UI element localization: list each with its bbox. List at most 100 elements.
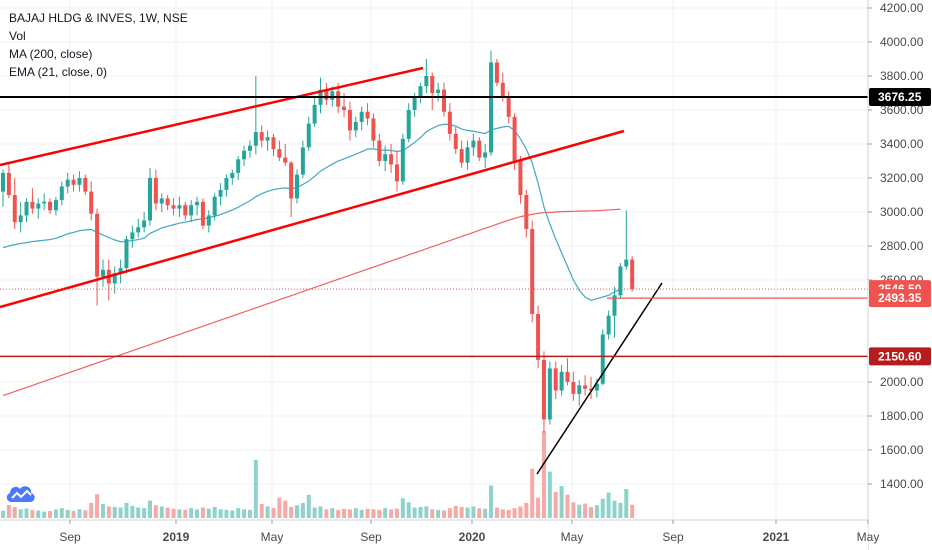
volume-bar [547, 471, 552, 518]
price-axis-tick-label: 1600.00 [880, 443, 924, 457]
candle-body [36, 203, 41, 209]
time-axis-tick-label: Sep [360, 530, 382, 544]
volume-bar [330, 508, 335, 518]
volume-bar [483, 508, 488, 518]
tradingview-cloud-icon [6, 486, 35, 502]
candle-body [124, 239, 129, 269]
candle-body [583, 385, 588, 389]
price-axis-tick-label: 1800.00 [880, 409, 924, 423]
ma-200-line [2, 208, 621, 397]
volume-bar [589, 506, 593, 518]
time-axis-tick-label: May [261, 530, 284, 544]
candle-body [447, 111, 452, 134]
candle-body [247, 145, 252, 151]
price-label-badge [869, 88, 931, 107]
candle-body [42, 201, 47, 204]
candle-body [530, 229, 535, 314]
volume-bar [347, 509, 352, 518]
volume-bar [130, 505, 135, 518]
volume-bar [612, 500, 617, 518]
volume-bar [594, 505, 599, 518]
candle-body [330, 91, 335, 100]
volume-bar [36, 510, 41, 518]
candle-body [118, 268, 123, 274]
volume-bar [489, 485, 494, 518]
volume-bar [383, 508, 388, 518]
volume-bar [600, 498, 605, 518]
study-ema-label[interactable]: EMA (21, close, 0) [9, 65, 108, 79]
volume-bar [89, 502, 94, 518]
candle-body [394, 164, 399, 182]
candle-body [606, 315, 611, 335]
candle-body [347, 110, 352, 131]
study-volume-label[interactable]: Vol [9, 29, 26, 43]
candle-body [53, 200, 58, 211]
volume-bar [295, 505, 299, 518]
candle-body [424, 76, 429, 87]
volume-bar [71, 510, 76, 518]
volume-bar [48, 511, 53, 518]
candle-body [489, 62, 494, 153]
candle-body [418, 86, 423, 97]
volume-bar [312, 507, 317, 518]
volume-bar [459, 506, 464, 518]
candle-body [253, 132, 258, 146]
candle-body [577, 385, 582, 394]
candle-body [230, 172, 235, 178]
volume-bar [12, 506, 17, 518]
candle-body [553, 368, 558, 391]
time-axis-tick-label: Sep [662, 530, 684, 544]
volume-bar [318, 506, 323, 518]
volume-bar [630, 504, 635, 518]
candle-body [589, 388, 593, 391]
volume-bar [541, 431, 546, 518]
volume-bar [389, 509, 394, 518]
candle-body [159, 198, 164, 204]
candle-body [324, 89, 329, 100]
candle-body [200, 201, 205, 226]
symbol-title[interactable]: BAJAJ HLDG & INVES, 1W, NSE [9, 11, 188, 25]
volume-bar [224, 509, 229, 518]
tradingview-logo[interactable] [4, 482, 38, 504]
volume-bar [506, 509, 511, 518]
price-axis-tick-label: 4000.00 [880, 35, 924, 49]
candle-body [136, 227, 141, 233]
candle-body [365, 111, 370, 119]
candle-body [465, 147, 470, 163]
volume-bar [77, 509, 82, 518]
study-ma-label[interactable]: MA (200, close) [9, 47, 93, 61]
volume-bar [271, 508, 276, 518]
candle-body [112, 273, 117, 284]
candle-body [265, 137, 270, 141]
candle-body [371, 118, 376, 141]
volume-bar [177, 509, 182, 518]
volume-bar [1, 510, 5, 518]
volume-bar [477, 508, 482, 518]
channel-upper-trendline[interactable] [0, 66, 424, 167]
candle-body [483, 152, 488, 158]
volume-bar [53, 509, 58, 518]
support-trendline[interactable] [536, 282, 663, 475]
volume-bar [106, 506, 111, 518]
price-axis-tick-label: 3000.00 [880, 205, 924, 219]
price-axis-tick-label: 3600.00 [880, 103, 924, 117]
volume-bar [42, 511, 47, 518]
volume-bar [442, 510, 446, 518]
candle-body [295, 174, 299, 199]
candle-body [100, 269, 105, 277]
volume-bar [453, 505, 458, 518]
candle-body [277, 149, 282, 158]
candle-body [6, 172, 11, 195]
price-axis-tick-label: 3400.00 [880, 137, 924, 151]
candle-body [389, 154, 394, 165]
volume-bar [259, 504, 264, 518]
channel-lower-trendline[interactable] [0, 129, 625, 309]
candle-body [171, 205, 176, 209]
volume-bar [100, 504, 105, 518]
volume-bar [18, 509, 23, 518]
candle-body [71, 179, 76, 185]
candle-body [59, 186, 64, 201]
candle-body [512, 116, 517, 161]
volume-bar [342, 508, 347, 518]
